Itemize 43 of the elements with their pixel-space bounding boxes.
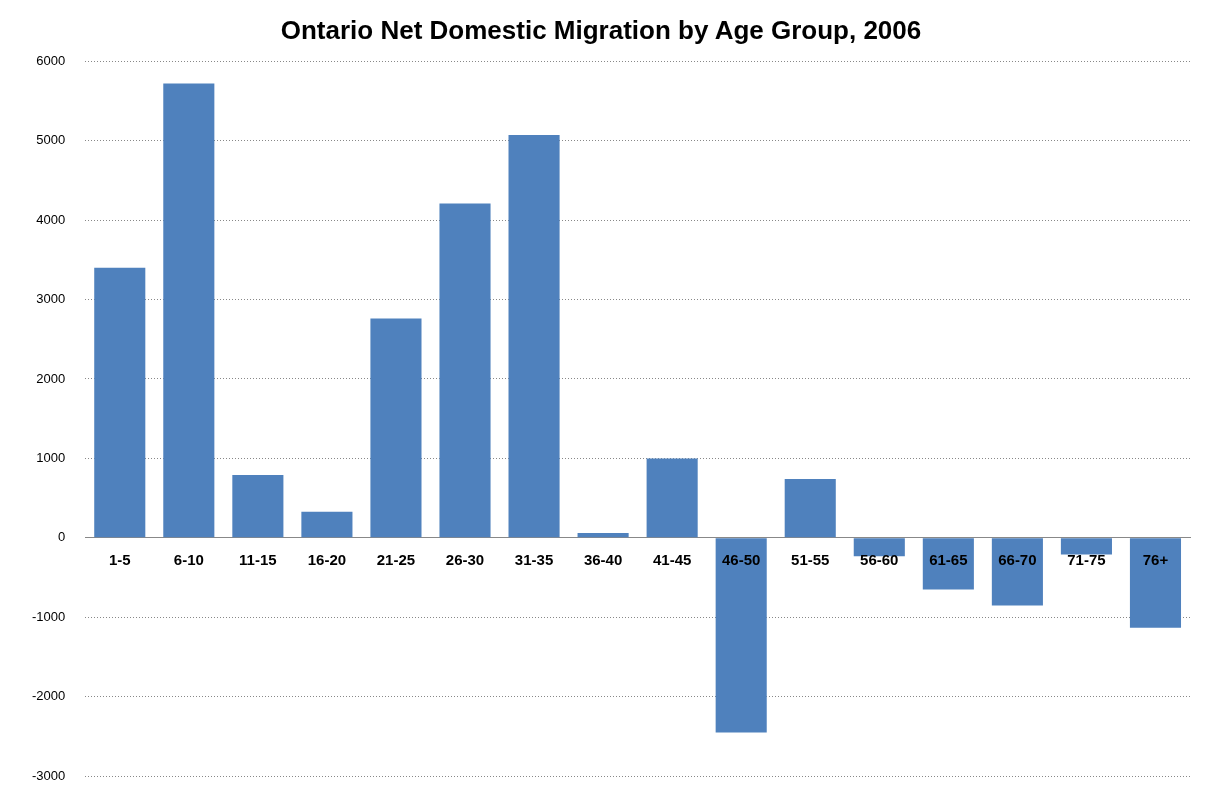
bar [1129,538,1182,628]
bar [853,538,905,557]
chart-title: Ontario Net Domestic Migration by Age Group, 2006 [280,14,922,45]
x-tick-label: 51-55 [791,551,830,569]
bar [577,533,629,538]
x-tick-label: 61-65 [929,551,968,569]
x-tick-label: 31-35 [514,551,554,569]
x-tick-label: 6-10 [173,551,204,569]
bar [163,83,215,538]
x-tick-label: 36-40 [583,551,623,569]
bar [1060,538,1112,555]
y-tick-label: 1000 [36,450,66,465]
x-tick-label: 76+ [1142,551,1169,569]
y-tick-label: 4000 [36,211,66,227]
bar [439,203,491,538]
x-tick-label: 1-5 [108,551,131,569]
y-tick-label: -3000 [32,767,66,783]
x-tick-label: 21-25 [376,551,416,569]
bar [784,479,836,538]
x-tick-label: 66-70 [998,551,1037,569]
x-tick-label: 26-30 [445,551,485,569]
y-tick-label: 5000 [36,132,66,148]
bar [232,475,284,538]
y-tick-label: 0 [58,529,66,545]
y-tick-label: 6000 [36,52,66,68]
y-tick-label: -1000 [32,608,66,624]
y-tick-label: 3000 [36,291,66,307]
bar [922,538,974,590]
bar [715,538,767,733]
bar [991,538,1043,606]
x-tick-label: 71-75 [1067,551,1106,569]
x-tick-label: 11-15 [239,551,277,569]
x-tick-label: 46-50 [722,551,761,569]
bar [301,511,353,538]
bar [94,267,146,538]
x-tick-label: 41-45 [652,551,692,569]
bar [370,318,422,538]
x-tick-label: 16-20 [307,551,347,569]
bar [508,135,560,538]
y-tick-label: -2000 [32,688,66,704]
bar [646,458,698,538]
x-tick-label: 56-60 [860,551,899,569]
y-tick-label: 2000 [36,370,66,386]
